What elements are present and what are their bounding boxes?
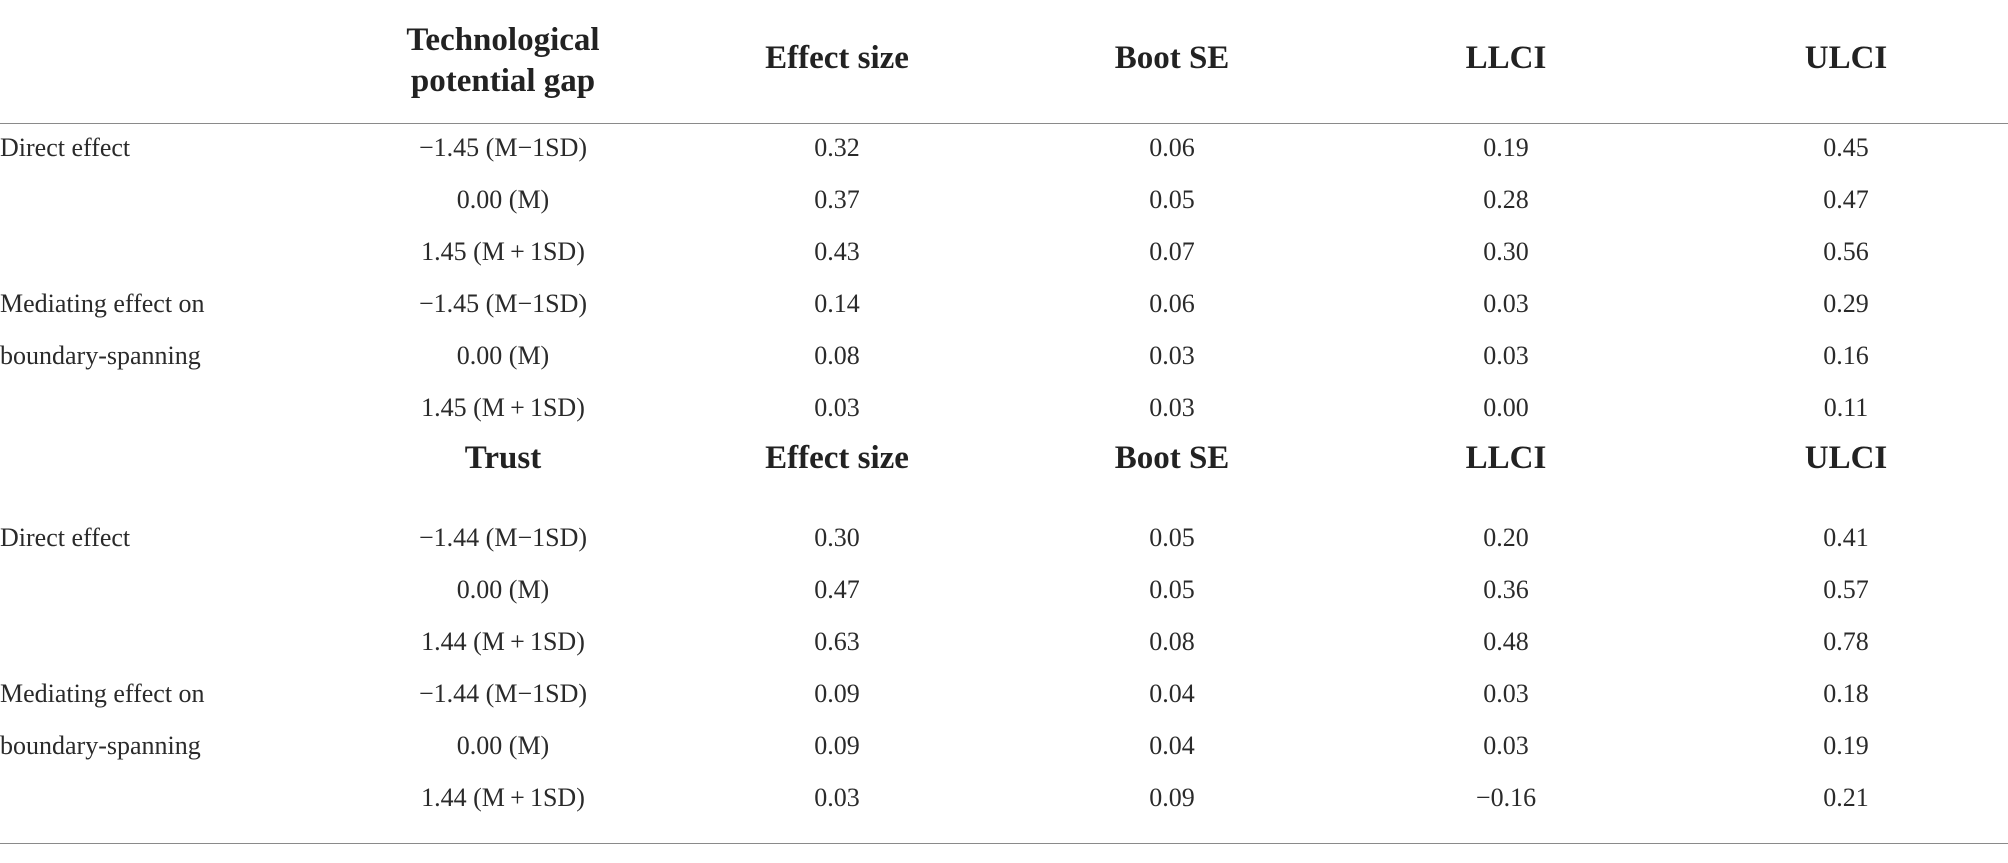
- moderator-value: −1.44 (M−1SD): [419, 679, 587, 708]
- moderator-value: 0.00 (M): [456, 575, 550, 604]
- effect-size-value: 0.63: [814, 627, 860, 656]
- ulci-value: 0.11: [1823, 393, 1869, 422]
- table-bottom-rule: [0, 843, 2008, 844]
- effect-size-value: 0.47: [814, 575, 860, 604]
- llci-value: 0.03: [1483, 679, 1529, 708]
- moderator-value: 0.00 (M): [456, 341, 550, 370]
- llci-value: 0.28: [1483, 185, 1529, 214]
- table-row: Mediating effect on −1.45 (M−1SD) 0.14 0…: [0, 278, 2008, 330]
- row-label: [0, 772, 330, 824]
- ulci-value: 0.16: [1823, 341, 1869, 370]
- table-row: 0.00 (M) 0.37 0.05 0.28 0.47: [0, 174, 2008, 226]
- table-row: 1.44 (M + 1SD) 0.03 0.09 −0.16 0.21: [0, 772, 2008, 824]
- table-row: 1.44 (M + 1SD) 0.63 0.08 0.48 0.78: [0, 616, 2008, 668]
- boot-se-value: 0.05: [1149, 575, 1195, 604]
- table-row: Direct effect −1.45 (M−1SD) 0.32 0.06 0.…: [0, 122, 2008, 174]
- moderator-value: 1.44 (M + 1SD): [421, 783, 585, 812]
- table-row: boundary-spanning 0.00 (M) 0.09 0.04 0.0…: [0, 720, 2008, 772]
- llci-value: 0.48: [1483, 627, 1529, 656]
- header-boot-se: Boot SE: [1114, 440, 1230, 476]
- table-row: Direct effect −1.44 (M−1SD) 0.30 0.05 0.…: [0, 512, 2008, 564]
- header-ulci: ULCI: [1804, 440, 1888, 476]
- moderator-value: 1.45 (M + 1SD): [421, 237, 585, 266]
- ulci-value: 0.56: [1823, 237, 1869, 266]
- ulci-value: 0.21: [1823, 783, 1869, 812]
- boot-se-value: 0.08: [1149, 627, 1195, 656]
- effect-size-value: 0.14: [814, 289, 860, 318]
- header-effect-size: Effect size: [765, 40, 909, 76]
- row-label: Mediating effect on: [0, 289, 205, 318]
- boot-se-value: 0.05: [1149, 523, 1195, 552]
- boot-se-value: 0.07: [1149, 237, 1195, 266]
- row-label: Direct effect: [0, 133, 131, 162]
- boot-se-value: 0.03: [1149, 393, 1195, 422]
- llci-value: 0.20: [1483, 523, 1529, 552]
- effect-size-value: 0.32: [814, 133, 860, 162]
- row-label: Mediating effect on: [0, 679, 205, 708]
- llci-value: 0.03: [1483, 341, 1529, 370]
- header-line-1: Technological: [406, 22, 600, 58]
- moderator-value: 1.44 (M + 1SD): [421, 627, 585, 656]
- moderator-value: −1.44 (M−1SD): [419, 523, 587, 552]
- ulci-value: 0.78: [1823, 627, 1869, 656]
- header-llci: LLCI: [1465, 40, 1547, 76]
- boot-se-value: 0.06: [1149, 133, 1195, 162]
- effect-size-value: 0.37: [814, 185, 860, 214]
- boot-se-value: 0.06: [1149, 289, 1195, 318]
- moderator-value: −1.45 (M−1SD): [419, 133, 587, 162]
- row-label: [0, 616, 330, 668]
- table-row: Mediating effect on −1.44 (M−1SD) 0.09 0…: [0, 668, 2008, 720]
- boot-se-value: 0.09: [1149, 783, 1195, 812]
- row-label: [0, 382, 330, 434]
- moderator-value: 0.00 (M): [456, 731, 550, 760]
- ulci-value: 0.18: [1823, 679, 1869, 708]
- effect-size-value: 0.08: [814, 341, 860, 370]
- row-label: [0, 174, 330, 226]
- llci-value: 0.00: [1483, 393, 1529, 422]
- moderator-value: 0.00 (M): [456, 185, 550, 214]
- boot-se-value: 0.04: [1149, 679, 1195, 708]
- llci-value: 0.36: [1483, 575, 1529, 604]
- ulci-value: 0.41: [1823, 523, 1869, 552]
- table-row: 1.45 (M + 1SD) 0.03 0.03 0.00 0.11: [0, 382, 2008, 434]
- row-label: boundary-spanning: [0, 341, 201, 370]
- boot-se-value: 0.04: [1149, 731, 1195, 760]
- llci-value: 0.19: [1483, 133, 1529, 162]
- ulci-value: 0.45: [1823, 133, 1869, 162]
- header-effect-size: Effect size: [765, 440, 909, 476]
- moderator-value: 1.45 (M + 1SD): [421, 393, 585, 422]
- table-row: 0.00 (M) 0.47 0.05 0.36 0.57: [0, 564, 2008, 616]
- moderator-value: −1.45 (M−1SD): [419, 289, 587, 318]
- ulci-value: 0.29: [1823, 289, 1869, 318]
- effect-size-value: 0.30: [814, 523, 860, 552]
- boot-se-value: 0.03: [1149, 341, 1195, 370]
- row-label: Direct effect: [0, 523, 131, 552]
- llci-value: 0.03: [1483, 731, 1529, 760]
- row-label: [0, 564, 330, 616]
- effect-size-value: 0.03: [814, 393, 860, 422]
- header-divider: [0, 123, 2008, 124]
- header-trust: Trust: [464, 440, 542, 476]
- llci-value: −0.16: [1475, 783, 1537, 812]
- llci-value: 0.03: [1483, 289, 1529, 318]
- ulci-value: 0.19: [1823, 731, 1869, 760]
- table-row: 1.45 (M + 1SD) 0.43 0.07 0.30 0.56: [0, 226, 2008, 278]
- ulci-value: 0.47: [1823, 185, 1869, 214]
- header-ulci: ULCI: [1804, 40, 1888, 76]
- header-line-2: potential gap: [410, 63, 596, 99]
- effect-size-value: 0.09: [814, 731, 860, 760]
- header-boot-se: Boot SE: [1114, 40, 1230, 76]
- effect-size-value: 0.09: [814, 679, 860, 708]
- row-label: boundary-spanning: [0, 731, 201, 760]
- effect-size-value: 0.03: [814, 783, 860, 812]
- boot-se-value: 0.05: [1149, 185, 1195, 214]
- table-row: boundary-spanning 0.00 (M) 0.08 0.03 0.0…: [0, 330, 2008, 382]
- llci-value: 0.30: [1483, 237, 1529, 266]
- row-label: [0, 226, 330, 278]
- effect-size-value: 0.43: [814, 237, 860, 266]
- header-technological-potential-gap: Technological potential gap: [353, 20, 653, 102]
- header-llci: LLCI: [1465, 440, 1547, 476]
- ulci-value: 0.57: [1823, 575, 1869, 604]
